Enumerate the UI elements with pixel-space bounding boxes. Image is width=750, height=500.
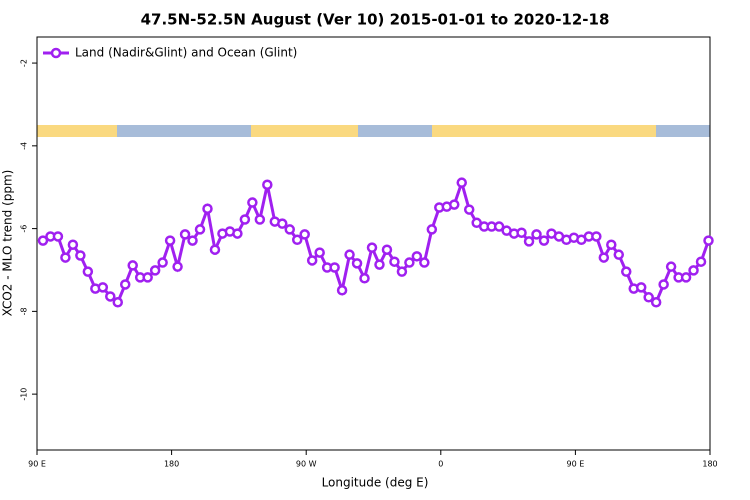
point xyxy=(60,252,71,263)
point xyxy=(411,251,423,262)
point xyxy=(419,257,430,268)
point xyxy=(314,247,325,258)
point xyxy=(523,236,535,247)
point xyxy=(179,229,191,240)
point xyxy=(37,235,49,246)
y-tick-label: -4 xyxy=(20,142,29,150)
point xyxy=(239,214,251,225)
point xyxy=(366,242,378,253)
point xyxy=(643,292,654,303)
point xyxy=(396,266,408,277)
map-strip xyxy=(37,125,710,137)
x-tick-label: 180 xyxy=(702,460,717,469)
point xyxy=(112,297,124,308)
point xyxy=(449,199,460,210)
point xyxy=(172,261,183,272)
point xyxy=(650,297,662,308)
point xyxy=(52,231,64,242)
point xyxy=(531,229,542,240)
point xyxy=(299,229,310,240)
point xyxy=(456,177,467,188)
point xyxy=(493,221,505,232)
point xyxy=(67,239,79,250)
y-tick-label: -10 xyxy=(20,388,29,401)
x-tick-label: 90 E xyxy=(28,460,46,469)
point xyxy=(516,227,527,238)
point xyxy=(635,282,647,293)
point xyxy=(695,256,707,267)
point xyxy=(351,258,363,269)
x-tick-label: 180 xyxy=(164,460,179,469)
point xyxy=(389,256,400,267)
y-tick-label: -8 xyxy=(20,307,29,315)
point xyxy=(306,255,318,266)
point xyxy=(142,272,153,283)
point xyxy=(658,279,669,290)
point xyxy=(329,262,340,273)
x-axis-label: Longitude (deg E) xyxy=(322,476,429,490)
point xyxy=(75,250,86,261)
x-tick-label: 0 xyxy=(438,460,443,469)
point xyxy=(703,235,714,246)
legend-label: Land (Nadir&Glint) and Ocean (Glint) xyxy=(75,46,297,60)
point xyxy=(426,224,438,235)
point xyxy=(374,259,385,270)
point xyxy=(598,252,610,263)
point xyxy=(613,249,625,260)
point xyxy=(157,257,168,268)
y-tick-label: -2 xyxy=(20,59,29,67)
point xyxy=(688,265,699,276)
y-tick-label: -6 xyxy=(20,225,29,233)
point xyxy=(149,265,161,276)
point xyxy=(254,214,266,225)
point xyxy=(119,279,131,290)
point xyxy=(404,257,415,268)
point xyxy=(336,285,348,296)
point xyxy=(538,235,550,246)
point xyxy=(127,260,138,271)
point xyxy=(344,249,355,260)
point xyxy=(606,239,617,250)
point xyxy=(82,266,94,277)
point xyxy=(291,234,303,246)
point xyxy=(591,231,602,242)
point xyxy=(277,218,288,229)
legend-marker xyxy=(50,47,62,59)
point xyxy=(232,228,243,239)
point xyxy=(680,272,692,283)
point xyxy=(187,235,198,246)
point xyxy=(381,244,393,255)
point xyxy=(247,197,258,208)
point xyxy=(97,282,109,293)
point xyxy=(463,204,475,215)
point xyxy=(665,261,677,272)
chart-title: 47.5N-52.5N August (Ver 10) 2015-01-01 t… xyxy=(141,11,610,29)
x-tick-label: 90 W xyxy=(296,460,317,469)
point xyxy=(202,203,213,214)
point xyxy=(194,224,206,235)
point xyxy=(105,291,116,302)
point xyxy=(284,224,295,235)
point xyxy=(359,273,370,284)
point xyxy=(262,179,273,190)
y-axis-label: XCO2 - MLO trend (ppm) xyxy=(1,170,15,317)
point xyxy=(620,266,632,277)
point xyxy=(164,235,176,246)
point xyxy=(209,244,221,255)
x-tick-label: 90 E xyxy=(567,460,585,469)
